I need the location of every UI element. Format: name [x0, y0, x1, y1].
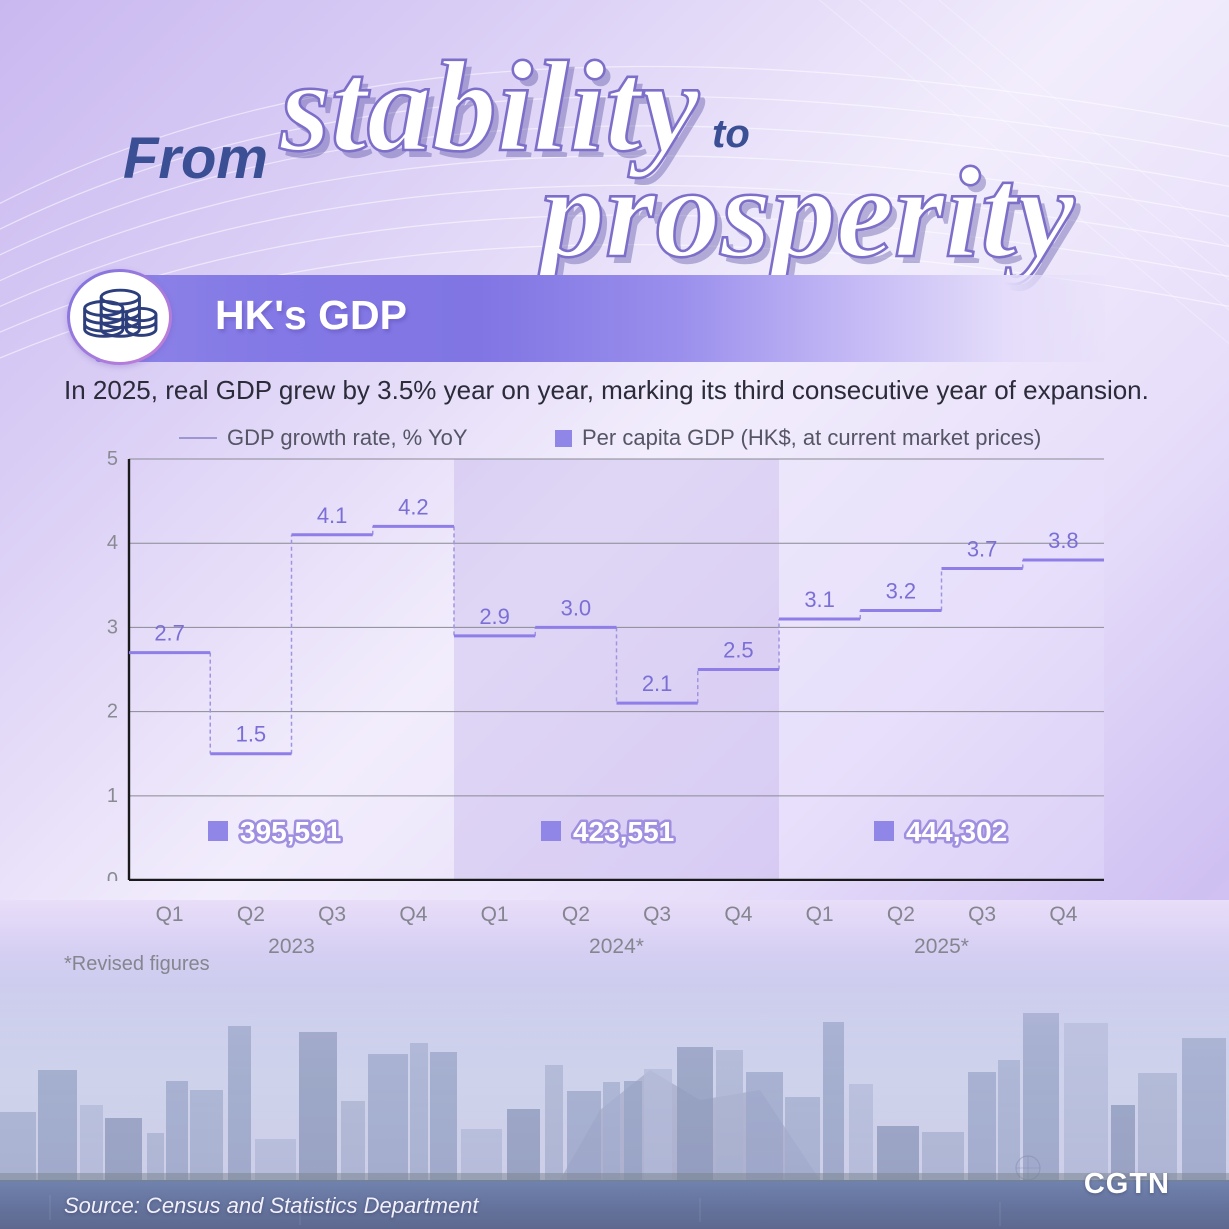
svg-text:4.2: 4.2 — [398, 494, 429, 519]
svg-text:2.1: 2.1 — [642, 671, 673, 696]
svg-text:2.5: 2.5 — [723, 638, 754, 663]
svg-text:395,591: 395,591 — [240, 816, 341, 847]
svg-text:4: 4 — [107, 532, 118, 554]
svg-text:4.1: 4.1 — [317, 503, 348, 528]
svg-text:3.8: 3.8 — [1048, 528, 1079, 553]
svg-text:0: 0 — [107, 869, 118, 881]
svg-text:444,302: 444,302 — [906, 816, 1007, 847]
svg-text:1.5: 1.5 — [236, 722, 267, 747]
svg-text:3.1: 3.1 — [804, 587, 835, 612]
svg-text:3: 3 — [107, 616, 118, 638]
svg-text:1: 1 — [107, 785, 118, 807]
svg-text:3.0: 3.0 — [561, 595, 592, 620]
svg-text:423,551: 423,551 — [573, 816, 674, 847]
svg-text:3.2: 3.2 — [886, 579, 917, 604]
svg-text:3.7: 3.7 — [967, 536, 998, 561]
svg-text:2: 2 — [107, 701, 118, 723]
svg-text:5: 5 — [107, 448, 118, 470]
svg-text:2.9: 2.9 — [479, 604, 510, 629]
svg-text:2.7: 2.7 — [154, 621, 185, 646]
